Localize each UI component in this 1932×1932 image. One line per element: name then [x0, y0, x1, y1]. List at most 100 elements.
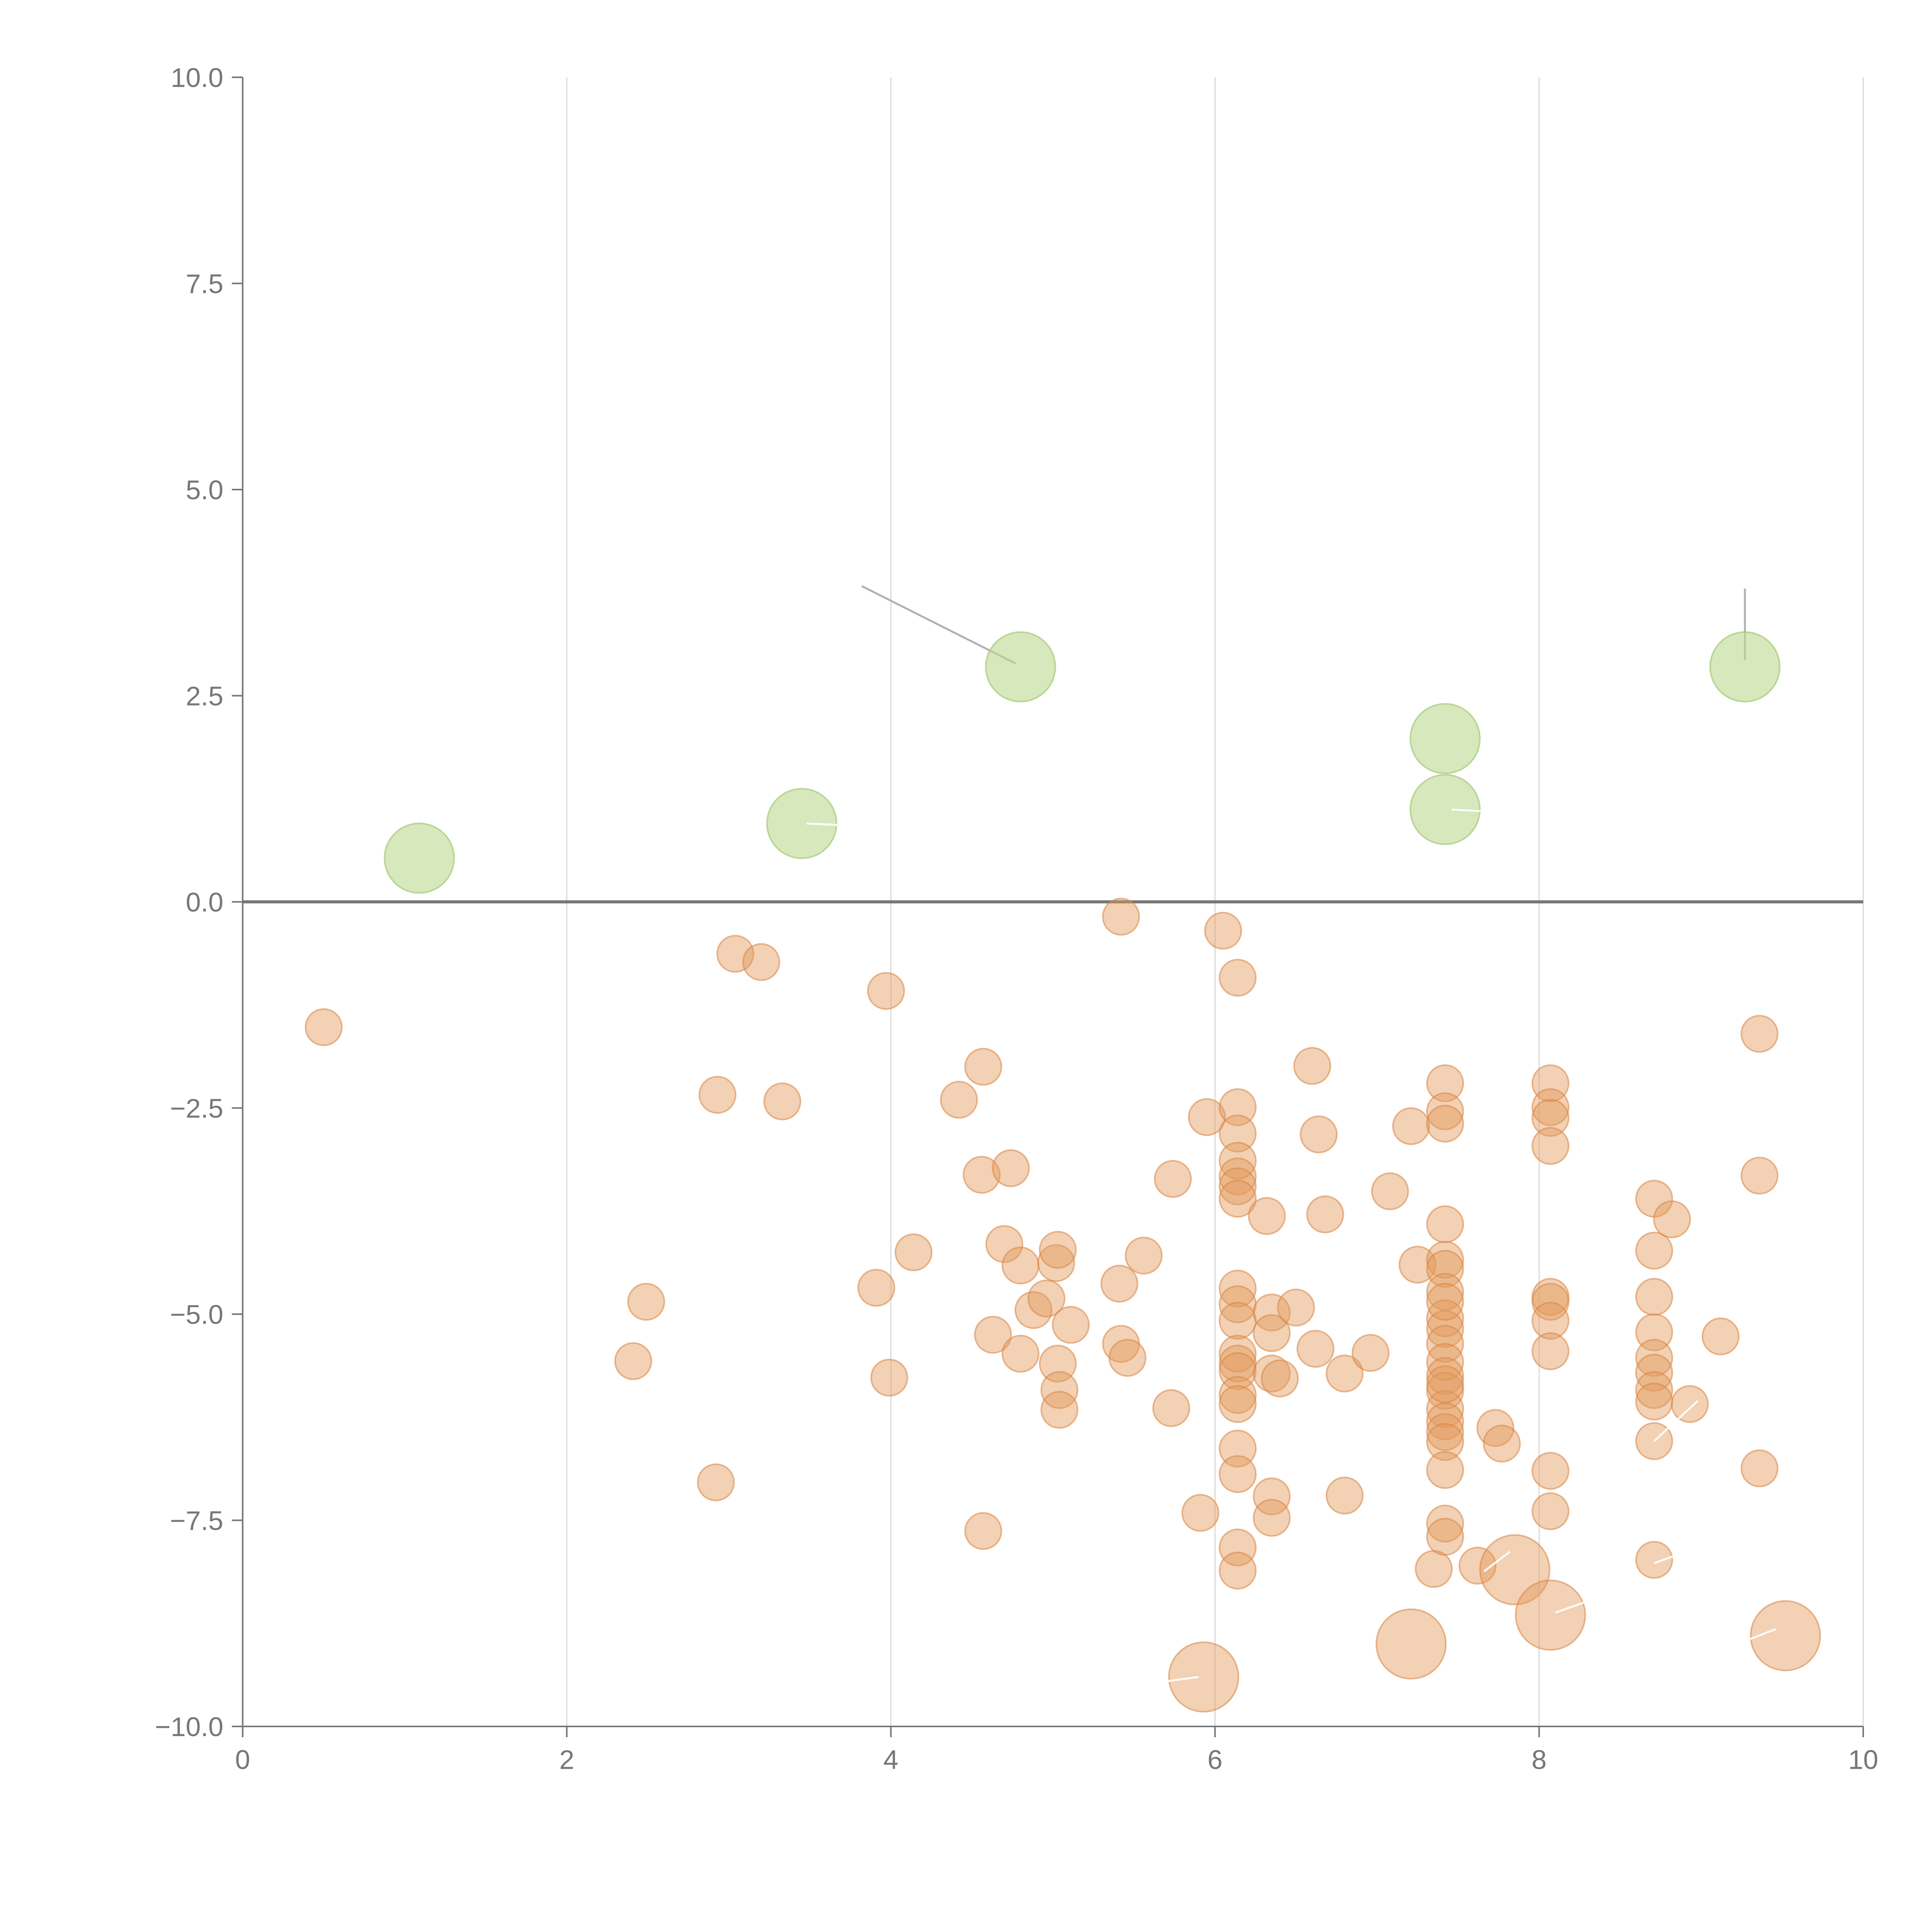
negative-bubble-10 [870, 1359, 908, 1397]
negative-large-bubble-4 [1750, 1600, 1821, 1672]
negative-bubble-20 [1002, 1247, 1040, 1285]
negative-bubble-91 [1426, 1402, 1464, 1440]
negative-bubble-3 [697, 1463, 735, 1502]
y-tick-label: 7.5 [186, 269, 223, 299]
negative-bubble-70 [1325, 1354, 1364, 1393]
negative-bubble-28 [1052, 1306, 1090, 1344]
x-tick-label: 8 [1532, 1745, 1547, 1775]
negative-bubble-99 [1458, 1546, 1497, 1585]
leader-white-layer [806, 808, 1776, 1682]
negative-bubble-69 [1306, 1195, 1344, 1233]
negative-bubble-76 [1415, 1550, 1453, 1588]
negative-bubble-114 [1635, 1278, 1673, 1316]
negative-bubble-60 [1253, 1314, 1291, 1352]
y-tick-label: 10.0 [171, 63, 223, 93]
negative-bubble-82 [1426, 1250, 1464, 1288]
bubble-layer [304, 631, 1821, 1713]
negative-bubble-27 [1040, 1391, 1078, 1429]
negative-bubble-24 [1039, 1231, 1077, 1269]
negative-bubble-51 [1219, 1352, 1257, 1390]
negative-bubble-73 [1371, 1172, 1409, 1211]
negative-bubble-58 [1248, 1197, 1286, 1235]
y-tick-label: 2.5 [186, 681, 223, 711]
negative-bubble-101 [1483, 1425, 1521, 1463]
negative-bubble-118 [1635, 1371, 1673, 1409]
negative-bubble-104 [1531, 1099, 1570, 1137]
negative-bubble-1 [614, 1342, 652, 1380]
negative-bubble-53 [1219, 1385, 1257, 1423]
negative-bubble-88 [1426, 1357, 1464, 1395]
negative-bubble-33 [1124, 1236, 1163, 1275]
negative-bubble-85 [1426, 1310, 1464, 1348]
negative-bubble-6 [742, 943, 781, 981]
x-tick-label: 6 [1208, 1745, 1223, 1775]
leader-line-7 [1653, 1400, 1699, 1442]
negative-bubble-35 [1154, 1160, 1192, 1198]
positive-bubble-0 [384, 822, 455, 894]
negative-bubble-48 [1219, 1302, 1257, 1340]
negative-bubble-116 [1635, 1339, 1673, 1377]
negative-bubble-29 [1100, 1265, 1138, 1303]
negative-bubble-98 [1426, 1282, 1464, 1321]
negative-bubble-126 [1740, 1156, 1779, 1195]
negative-bubble-66 [1293, 1047, 1332, 1085]
negative-bubble-72 [1352, 1334, 1390, 1372]
negative-bubble-9 [867, 972, 905, 1010]
y-tick-label: −10.0 [155, 1712, 223, 1742]
negative-bubble-117 [1635, 1354, 1673, 1392]
positive-bubble-1 [766, 788, 837, 859]
negative-bubble-78 [1426, 1092, 1464, 1131]
negative-bubble-64 [1261, 1359, 1299, 1398]
negative-bubble-77 [1426, 1064, 1464, 1102]
negative-bubble-11 [895, 1233, 933, 1271]
negative-bubble-119 [1635, 1383, 1673, 1421]
y-tick-label: 0.0 [186, 887, 223, 917]
negative-bubble-55 [1219, 1455, 1257, 1493]
negative-bubble-41 [1219, 1114, 1257, 1153]
negative-bubble-49 [1219, 1335, 1257, 1373]
negative-bubble-121 [1635, 1541, 1673, 1579]
negative-bubble-13 [963, 1156, 1001, 1194]
negative-bubble-93 [1426, 1423, 1464, 1461]
y-tick-label: −5.0 [170, 1299, 223, 1330]
negative-bubble-105 [1531, 1127, 1570, 1165]
negative-bubble-87 [1426, 1343, 1464, 1381]
negative-bubble-12 [940, 1081, 978, 1119]
negative-bubble-74 [1392, 1107, 1430, 1145]
negative-bubble-18 [992, 1149, 1030, 1187]
negative-bubble-111 [1531, 1492, 1570, 1531]
negative-bubble-7 [763, 1082, 801, 1121]
negative-large-bubble-3 [1515, 1579, 1586, 1651]
negative-bubble-59 [1253, 1293, 1291, 1332]
negative-bubble-122 [1653, 1200, 1691, 1238]
negative-bubble-43 [1219, 1157, 1257, 1196]
negative-bubble-65 [1277, 1288, 1315, 1327]
negative-bubble-95 [1426, 1505, 1464, 1543]
negative-bubble-22 [1027, 1279, 1066, 1318]
negative-bubble-94 [1426, 1451, 1464, 1489]
negative-bubble-100 [1476, 1409, 1514, 1447]
negative-bubble-102 [1531, 1064, 1570, 1102]
negative-bubble-46 [1219, 1269, 1257, 1308]
negative-large-bubble-1 [1375, 1608, 1447, 1680]
negative-bubble-19 [1002, 1335, 1040, 1373]
negative-bubble-125 [1740, 1015, 1779, 1053]
positive-bubble-4 [1409, 774, 1481, 845]
negative-bubble-44 [1219, 1167, 1257, 1206]
negative-bubble-68 [1299, 1115, 1338, 1153]
negative-bubble-79 [1426, 1105, 1464, 1143]
x-tick-label: 0 [235, 1745, 250, 1775]
negative-bubble-96 [1426, 1518, 1464, 1556]
negative-bubble-123 [1671, 1385, 1709, 1423]
negative-bubble-107 [1531, 1282, 1570, 1321]
negative-bubble-2 [627, 1282, 665, 1321]
axis-layer [232, 77, 1864, 1737]
negative-bubble-83 [1426, 1273, 1464, 1311]
negative-bubble-38 [1204, 912, 1242, 950]
leader-line-6 [1555, 1600, 1588, 1614]
negative-bubble-108 [1531, 1302, 1570, 1340]
leader-line-9 [1741, 1628, 1776, 1643]
negative-bubble-31 [1102, 898, 1140, 936]
tick-label-layer: 0 2 4 6 8 10 −10.0 −7.5 −5.0 −2.5 0.0 2.5 5.0 7.5 10.0 [155, 63, 1878, 1775]
